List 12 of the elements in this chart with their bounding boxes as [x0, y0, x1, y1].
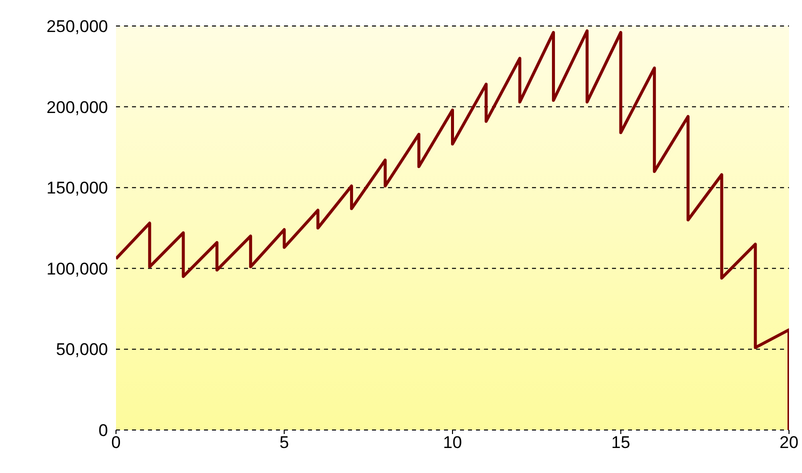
y-tick-label: 50,000 [56, 340, 108, 360]
x-tick-label: 0 [111, 433, 121, 452]
y-tick-label: 0 [98, 421, 108, 440]
y-tick-label: 200,000 [46, 98, 108, 117]
x-tick-label: 20 [780, 433, 798, 452]
x-tick-label: 10 [443, 433, 462, 452]
x-tick-label: 15 [611, 433, 630, 452]
x-tick-label: 5 [280, 433, 289, 452]
y-tick-label: 150,000 [46, 178, 108, 198]
y-tick-label: 250,000 [46, 17, 108, 36]
line-series [116, 29, 789, 430]
y-tick-label: 100,000 [46, 259, 108, 278]
